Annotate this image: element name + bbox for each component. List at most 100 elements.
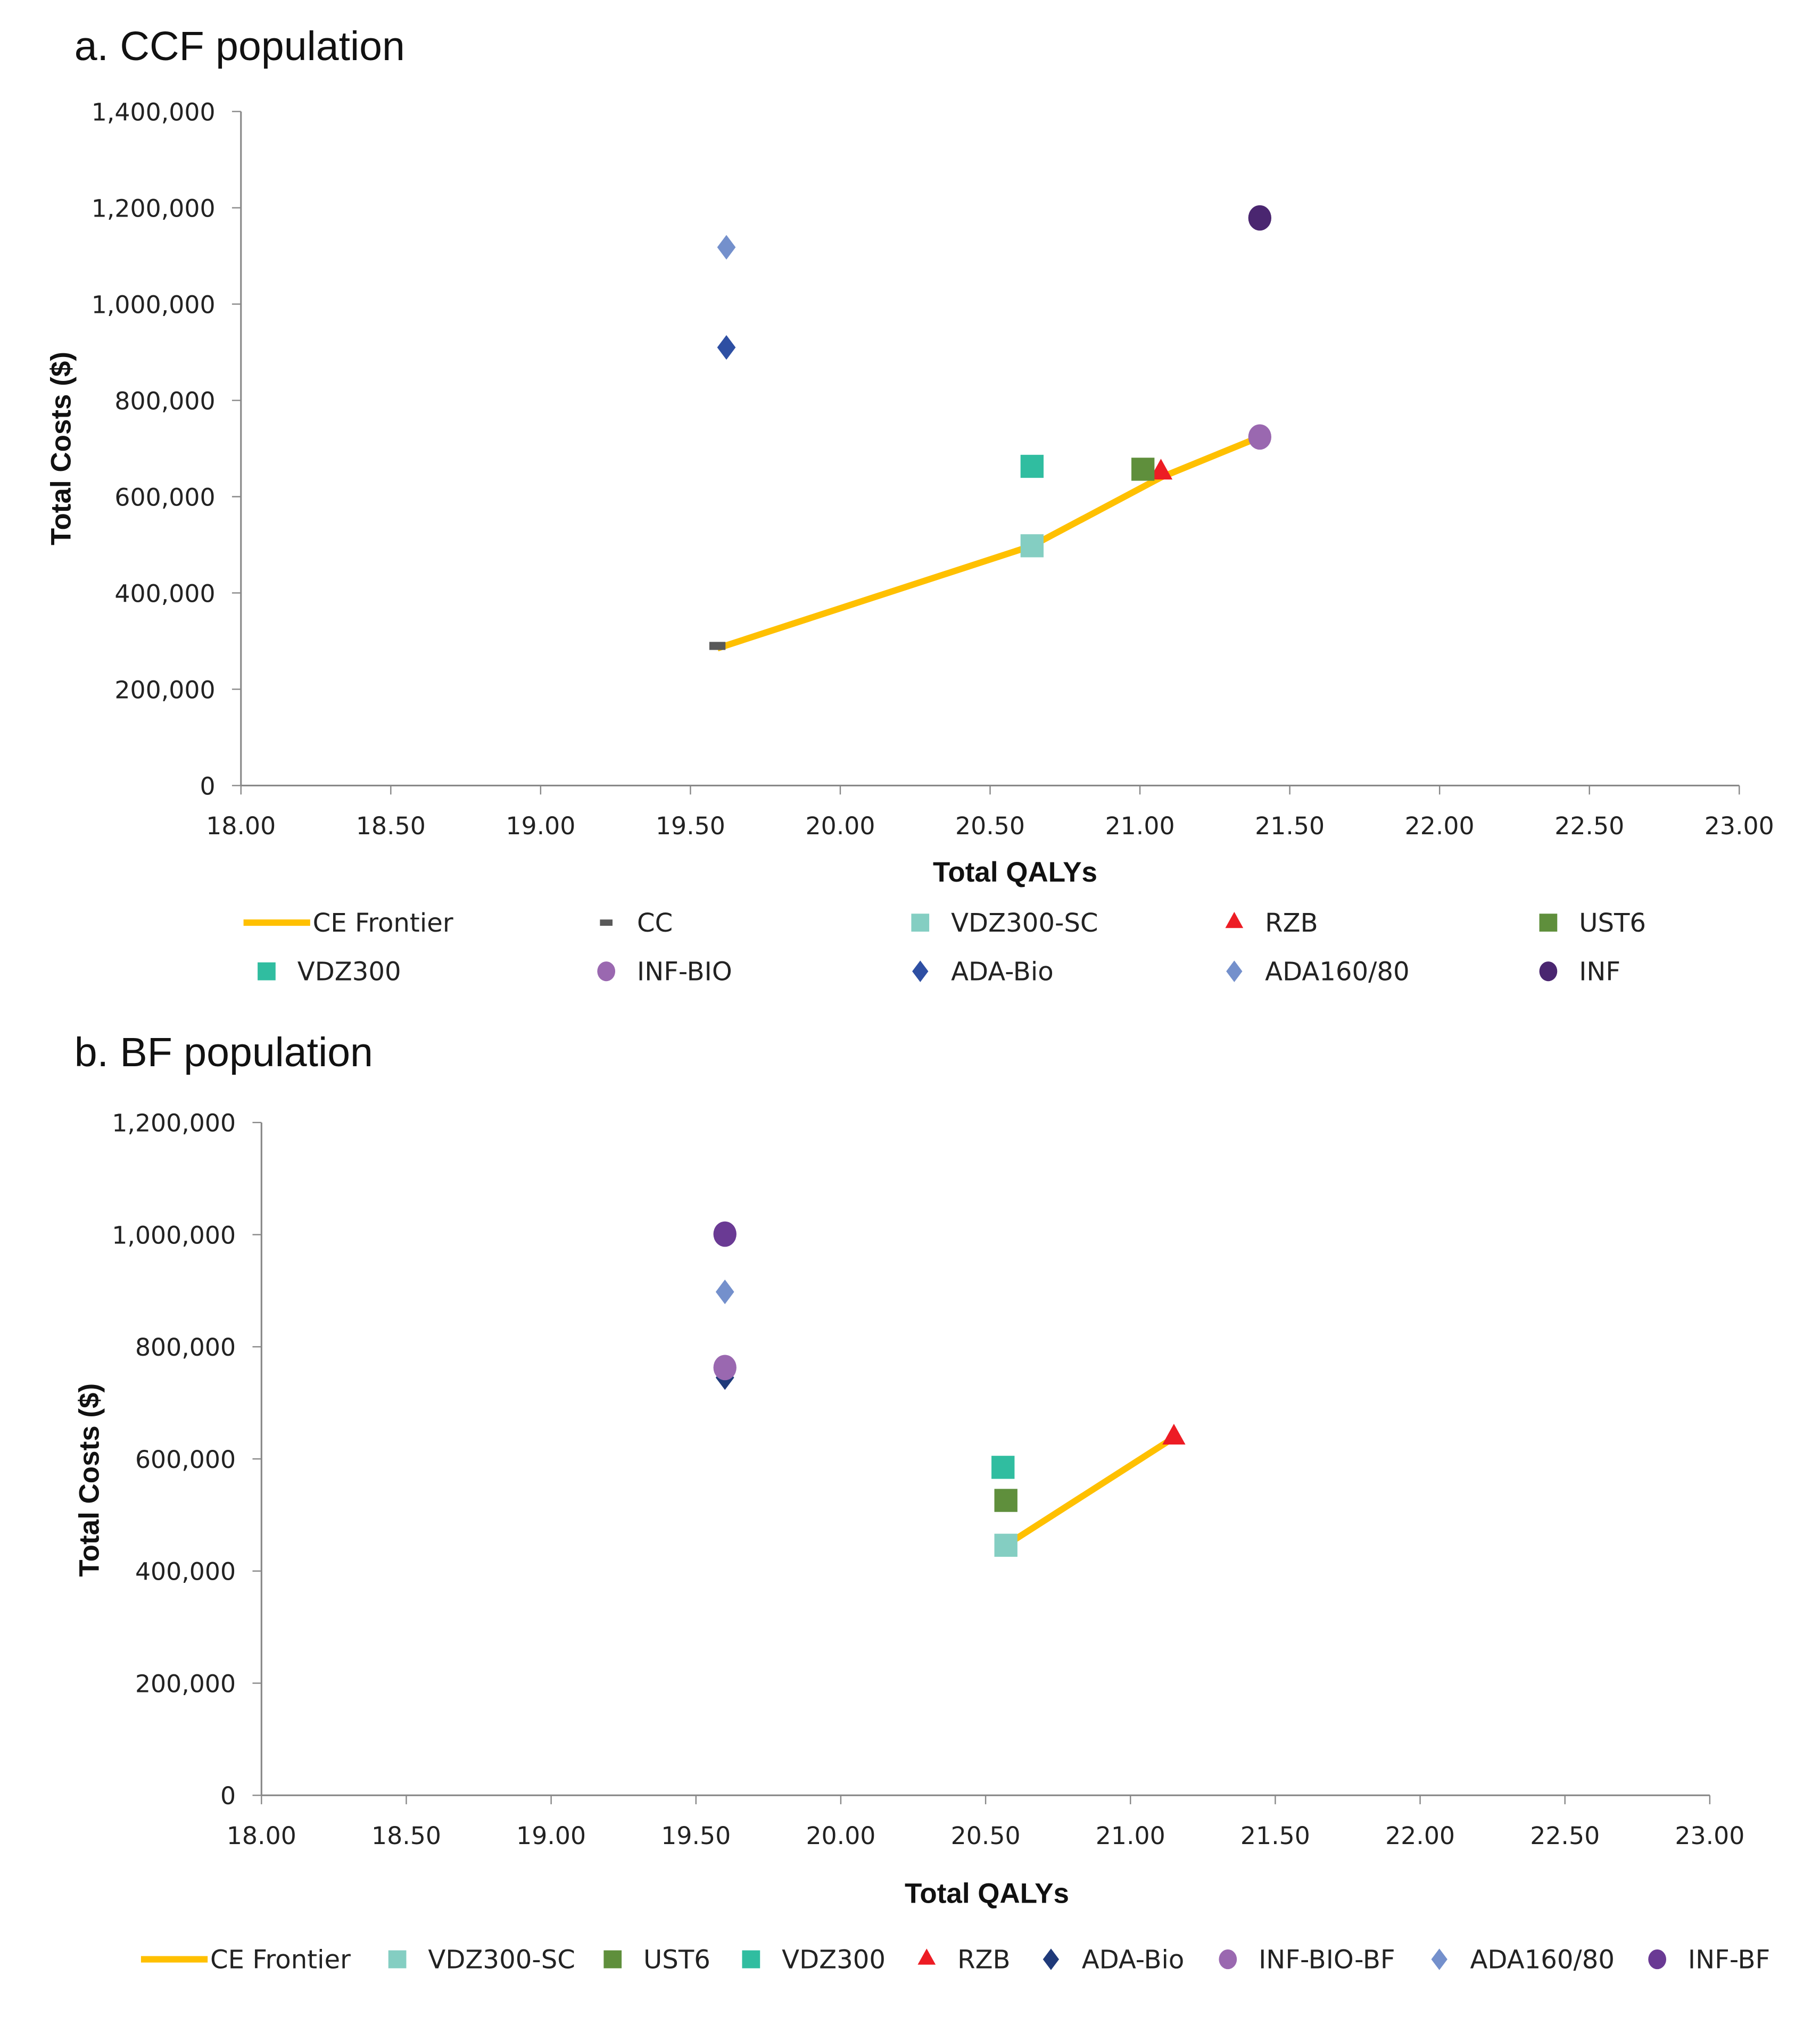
legend-item: ADA-Bio	[912, 957, 1054, 987]
legend-label: INF-BF	[1688, 1945, 1770, 1974]
x-tick-label: 22.50	[1530, 1822, 1600, 1850]
legend-label: INF-BIO-BF	[1259, 1945, 1395, 1974]
x-tick-label: 19.00	[516, 1822, 586, 1850]
point-cc	[709, 642, 726, 650]
legend-marker	[1648, 1949, 1666, 1970]
legend-item: RZB	[1225, 908, 1318, 938]
y-tick-label: 200,000	[135, 1670, 236, 1698]
chart-title: b. BF population	[75, 1030, 373, 1075]
x-tick-label: 20.50	[951, 1822, 1021, 1850]
point-ada160-80	[717, 235, 736, 260]
legend-label: VDZ300	[782, 1945, 886, 1974]
y-tick-label: 400,000	[135, 1558, 236, 1586]
y-tick-label: 800,000	[114, 387, 215, 415]
legend-marker	[1539, 914, 1558, 932]
legend-item: CC	[600, 908, 673, 938]
x-tick-label: 18.50	[356, 812, 426, 840]
legend-label: RZB	[1265, 908, 1318, 938]
legend-item: INF	[1539, 957, 1620, 987]
x-tick-label: 22.00	[1385, 1822, 1455, 1850]
x-tick-label: 23.00	[1705, 812, 1774, 840]
legend-label: RZB	[957, 1945, 1011, 1974]
legend-item: CE Frontier	[140, 1945, 351, 1974]
legend-item: ADA160/80	[1431, 1945, 1615, 1974]
x-tick-label: 21.00	[1096, 1822, 1165, 1850]
legend-item: VDZ300	[742, 1945, 886, 1974]
legend-marker	[258, 962, 276, 981]
legend-marker	[1539, 961, 1558, 982]
legend-marker	[742, 1950, 760, 1969]
legend-item: CE Frontier	[243, 908, 453, 938]
legend-marker	[1431, 1948, 1447, 1970]
x-tick-label: 20.00	[805, 812, 875, 840]
point-vdz300-sc	[1020, 534, 1044, 558]
legend-marker	[912, 960, 929, 982]
legend-item: INF-BIO	[597, 957, 732, 987]
legend-label: VDZ300-SC	[428, 1945, 575, 1974]
y-tick-label: 0	[200, 772, 216, 800]
legend-item: ADA-Bio	[1043, 1945, 1185, 1974]
legend-label: ADA-Bio	[1082, 1945, 1185, 1974]
y-tick-label: 0	[220, 1782, 236, 1810]
x-tick-label: 19.00	[506, 812, 575, 840]
legend-item: RZB	[917, 1945, 1011, 1974]
legend-marker	[603, 1950, 622, 1969]
y-tick-label: 600,000	[135, 1446, 236, 1474]
point-ust6	[1131, 458, 1155, 481]
legend-item: INF-BF	[1648, 1945, 1770, 1974]
legend-label: ADA-Bio	[951, 957, 1054, 987]
chart-a: a. CCF population 18.00 18.50 19.00 19.50 20.…	[45, 23, 1774, 986]
legend-marker	[911, 914, 930, 932]
x-tick-label: 22.50	[1554, 812, 1624, 840]
legend-item: INF-BIO-BF	[1219, 1945, 1395, 1974]
x-tick-label: 18.50	[371, 1822, 441, 1850]
legend-marker	[597, 961, 616, 982]
legend-label: CC	[637, 908, 673, 938]
y-axis-title: Total Costs ($)	[45, 352, 77, 545]
x-axis-title: Total QALYs	[933, 857, 1097, 888]
point-inf-bio-bf	[713, 1355, 737, 1381]
x-axis-title: Total QALYs	[905, 1878, 1069, 1910]
x-tick-label: 20.00	[806, 1822, 875, 1850]
legend-marker	[1225, 911, 1244, 928]
point-vdz300	[991, 1456, 1015, 1479]
legend-label: UST6	[643, 1945, 710, 1974]
legend-marker	[388, 1950, 407, 1969]
chart-b: b. BF population 18.00 18.50 19.00 19.50 20.0…	[73, 1030, 1770, 1975]
y-tick-label: 1,200,000	[112, 1109, 236, 1138]
legend-marker	[917, 1948, 936, 1965]
y-tick-label: 800,000	[135, 1333, 236, 1362]
point-vdz300-sc	[994, 1533, 1017, 1557]
point-ada160-80	[715, 1279, 734, 1305]
y-tick-label: 1,000,000	[92, 290, 216, 319]
legend-label: UST6	[1579, 908, 1646, 938]
legend-marker	[1219, 1949, 1237, 1970]
point-inf	[1248, 205, 1271, 231]
legend-label: INF-BIO	[637, 957, 732, 987]
x-tick-label: 20.50	[955, 812, 1025, 840]
x-tick-label: 21.50	[1255, 812, 1325, 840]
ce-frontier-line	[1004, 1434, 1176, 1548]
point-rzb	[1149, 459, 1173, 480]
legend-label: VDZ300	[297, 957, 401, 987]
legend-label: VDZ300-SC	[951, 908, 1098, 938]
legend-item: UST6	[603, 1945, 710, 1974]
x-tick-label: 18.00	[206, 812, 276, 840]
legend-label: CE Frontier	[313, 908, 453, 938]
chart-title: a. CCF population	[75, 23, 405, 69]
point-inf-bf	[713, 1221, 737, 1247]
x-tick-label: 22.00	[1405, 812, 1475, 840]
legend-item: UST6	[1539, 908, 1646, 938]
legend-label: ADA160/80	[1470, 1945, 1615, 1974]
x-tick-label: 19.50	[656, 812, 725, 840]
point-inf-bio	[1248, 424, 1271, 450]
legend-marker	[600, 919, 613, 926]
y-tick-label: 600,000	[114, 483, 215, 511]
legend-label: INF	[1579, 957, 1620, 987]
point-ust6	[994, 1489, 1017, 1512]
x-tick-label: 21.50	[1240, 1822, 1310, 1850]
point-ada-bio	[717, 335, 736, 360]
legend-item: VDZ300-SC	[911, 908, 1098, 938]
y-tick-label: 200,000	[114, 676, 215, 704]
